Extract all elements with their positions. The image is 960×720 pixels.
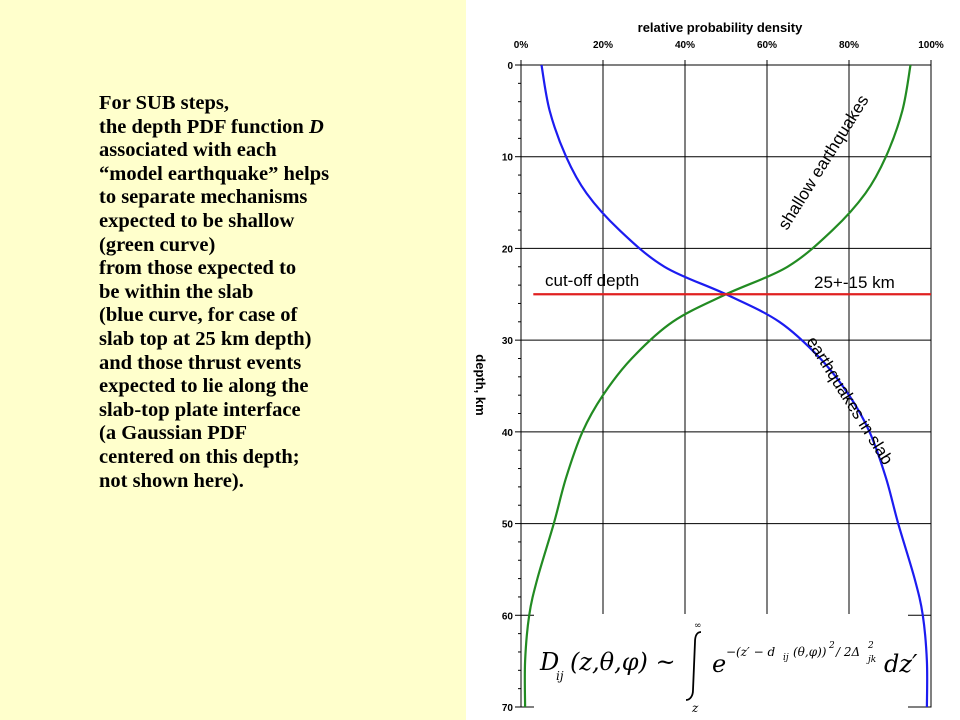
caption-line: expected to be shallow xyxy=(99,209,295,232)
differential: dz′ xyxy=(884,650,918,678)
caption-line: the depth PDF function D xyxy=(99,116,459,140)
exponent-power: 2 xyxy=(828,641,835,651)
integral-upper-limit: ∞ xyxy=(694,621,702,631)
caption-line: slab top at 25 km depth) xyxy=(99,327,312,350)
y-tick-label: 10 xyxy=(502,153,514,164)
caption-line: For SUB steps, xyxy=(99,92,230,114)
caption-line: (blue curve, for case of xyxy=(99,304,298,327)
caption-line: not shown here). xyxy=(99,469,244,492)
caption-line: “model earthquake” helps xyxy=(99,162,330,185)
annotation-cut-off-depth: cut-off depth xyxy=(545,271,639,290)
annotation-depth-range: 25+-15 km xyxy=(814,273,895,292)
y-tick-label: 40 xyxy=(502,428,514,439)
formula-symbol: D xyxy=(539,648,559,676)
formula-box xyxy=(534,614,908,712)
caption-panel: For SUB steps, the depth PDF function D … xyxy=(0,0,466,720)
x-tick-label: 100% xyxy=(918,40,944,51)
integral-lower-limit: z xyxy=(691,701,699,715)
grid xyxy=(520,64,932,708)
x-tick-label: 40% xyxy=(675,40,695,51)
delta-power: 2 xyxy=(867,641,874,651)
x-tick-label: 80% xyxy=(839,40,859,51)
formula-subscript: ij xyxy=(556,669,564,683)
exponent-divisor: / 2Δ xyxy=(835,645,860,659)
function-symbol: D xyxy=(308,115,324,138)
y-tick-label: 0 xyxy=(507,61,513,72)
exponent-text: −(z′ − d xyxy=(726,645,775,659)
annotation-shallow-earthquakes: shallow earthquakes xyxy=(774,92,872,234)
y-tick-label: 20 xyxy=(502,244,514,255)
caption-line: to separate mechanisms xyxy=(99,186,308,209)
tick-labels: 0% 20% 40% 60% 80% 100% 0 10 20 30 40 50 60 70 xyxy=(502,40,944,714)
series-earthquakes-in-slab xyxy=(540,64,929,708)
chart-panel xyxy=(466,0,960,720)
caption-text: For SUB steps, the depth PDF function D … xyxy=(99,92,459,493)
x-tick-label: 60% xyxy=(757,40,777,51)
x-axis-title: relative probability density xyxy=(638,20,803,35)
caption-line: (a Gaussian PDF xyxy=(99,422,248,445)
caption-line: from those expected to xyxy=(99,257,297,280)
y-tick-label: 30 xyxy=(502,336,514,347)
exponent-arguments: (θ,φ)) xyxy=(793,645,827,659)
annotation-earthquakes-in-slab: earthquakes in slab xyxy=(803,333,897,468)
caption-line: be within the slab xyxy=(99,280,254,303)
plot-frame xyxy=(520,64,932,708)
y-tick-label: 50 xyxy=(502,520,514,531)
caption-line: centered on this depth; xyxy=(99,445,300,468)
data-series xyxy=(523,64,931,708)
integral-sign xyxy=(685,631,702,701)
delta-subscript: jk xyxy=(866,655,876,665)
exponential-base: e xyxy=(712,650,726,678)
x-tick-label: 20% xyxy=(593,40,613,51)
exponent-subscript: ij xyxy=(783,653,789,663)
caption-line: associated with each xyxy=(99,139,277,162)
caption-line: slab-top plate interface xyxy=(99,398,301,421)
caption-line: and those thrust events xyxy=(99,351,302,374)
caption-line: (green curve) xyxy=(99,233,216,256)
formula-arguments: (z,θ,φ) ~ xyxy=(570,648,676,676)
caption-line-text: the depth PDF function xyxy=(99,115,304,138)
tick-marks xyxy=(515,60,932,708)
y-tick-label: 70 xyxy=(502,703,514,714)
depth-pdf-formula: D ij (z,θ,φ) ~ ∞ z e −(z′ − d ij (θ,φ)) … xyxy=(539,621,918,715)
y-tick-label: 60 xyxy=(502,611,514,622)
x-tick-label: 0% xyxy=(514,40,529,51)
y-axis-title: depth, km xyxy=(473,354,488,415)
series-shallow-earthquakes xyxy=(523,64,912,708)
caption-line: expected to lie along the xyxy=(99,375,309,398)
